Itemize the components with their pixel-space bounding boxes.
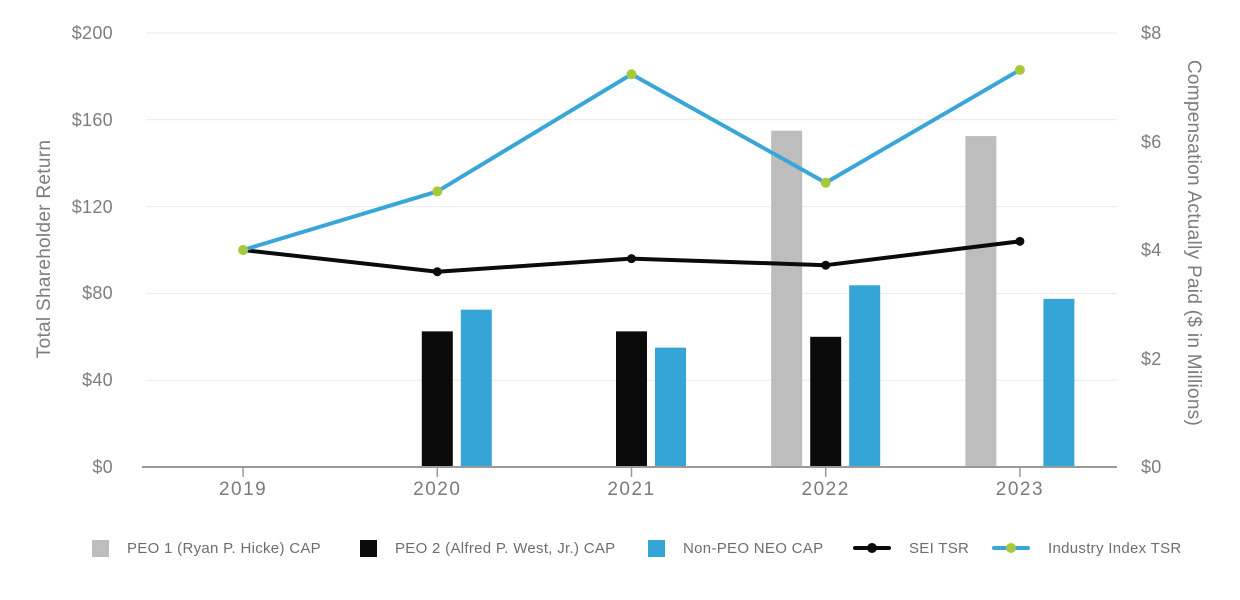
- peo1-cap-swatch: [92, 539, 109, 557]
- bar-non-peo-neo-cap-2022: [849, 285, 881, 467]
- industry-index-tsr-line: [242, 68, 1021, 252]
- bar-non-peo-neo-cap-2020: [460, 309, 492, 467]
- bar-peo-1-ryan-p-hicke-cap-2022: [771, 130, 803, 467]
- sei-tsr-marker-2020: [432, 267, 442, 277]
- industry-index-tsr-line-swatch: [992, 543, 1030, 553]
- chart-canvas: [142, 32, 1117, 477]
- bar-peo-2-alfred-p-west-jr-cap-2021: [616, 331, 647, 467]
- sei-tsr-marker-2023: [1015, 236, 1025, 246]
- industry-index-tsr-marker-2020: [432, 186, 443, 197]
- legend-item-sei-tsr: SEI TSR: [853, 538, 969, 558]
- legend-label: PEO 1 (Ryan P. Hicke) CAP: [127, 539, 321, 557]
- industry-index-tsr-marker-icon: [1006, 543, 1016, 553]
- legend-item-peo1-cap: PEO 1 (Ryan P. Hicke) CAP: [92, 538, 321, 558]
- non-peo-neo-cap-swatch: [648, 539, 665, 557]
- sei-tsr-marker-icon: [867, 543, 877, 553]
- peo2-cap-swatch: [360, 539, 377, 557]
- bar-peo-2-alfred-p-west-jr-cap-2020: [421, 331, 453, 467]
- industry-index-tsr-marker-2022: [820, 177, 831, 188]
- x-axis-tick-2019: [242, 468, 244, 477]
- chart-legend: PEO 1 (Ryan P. Hicke) CAP PEO 2 (Alfred …: [0, 530, 1240, 570]
- x-axis-tick-2020: [436, 468, 439, 477]
- sei-tsr-line-swatch: [853, 543, 891, 553]
- x-axis-line: [142, 466, 1117, 468]
- legend-label: Non-PEO NEO CAP: [683, 539, 824, 557]
- bar-non-peo-neo-cap-2021: [655, 347, 686, 467]
- legend-label: PEO 2 (Alfred P. West, Jr.) CAP: [395, 539, 616, 557]
- legend-item-industry-index-tsr: Industry Index TSR: [992, 538, 1182, 558]
- legend-label: Industry Index TSR: [1048, 539, 1182, 557]
- industry-index-tsr-marker-2023: [1014, 64, 1025, 75]
- x-axis-tick-2022: [824, 468, 827, 477]
- sei-tsr-marker-2021: [627, 254, 636, 264]
- industry-index-tsr-marker-2021: [626, 69, 637, 80]
- legend-item-non-peo-neo-cap: Non-PEO NEO CAP: [648, 538, 823, 558]
- chart-plot-area: $0 $40 $80 $120 $160 $200 $0 $2 $4 $6 $8 2019 2020 20…: [34, 23, 1204, 500]
- bar-peo-1-ryan-p-hicke-cap-2023: [965, 136, 997, 467]
- sei-tsr-marker-2022: [821, 260, 831, 270]
- industry-index-tsr-marker-2019: [238, 245, 249, 255]
- x-axis-tick-2021: [630, 468, 633, 477]
- legend-item-peo2-cap: PEO 2 (Alfred P. West, Jr.) CAP: [360, 538, 615, 558]
- x-axis-tick-2023: [1019, 468, 1021, 477]
- legend-label: SEI TSR: [909, 539, 970, 557]
- bar-non-peo-neo-cap-2023: [1043, 298, 1075, 467]
- bar-peo-2-alfred-p-west-jr-cap-2022: [810, 336, 842, 467]
